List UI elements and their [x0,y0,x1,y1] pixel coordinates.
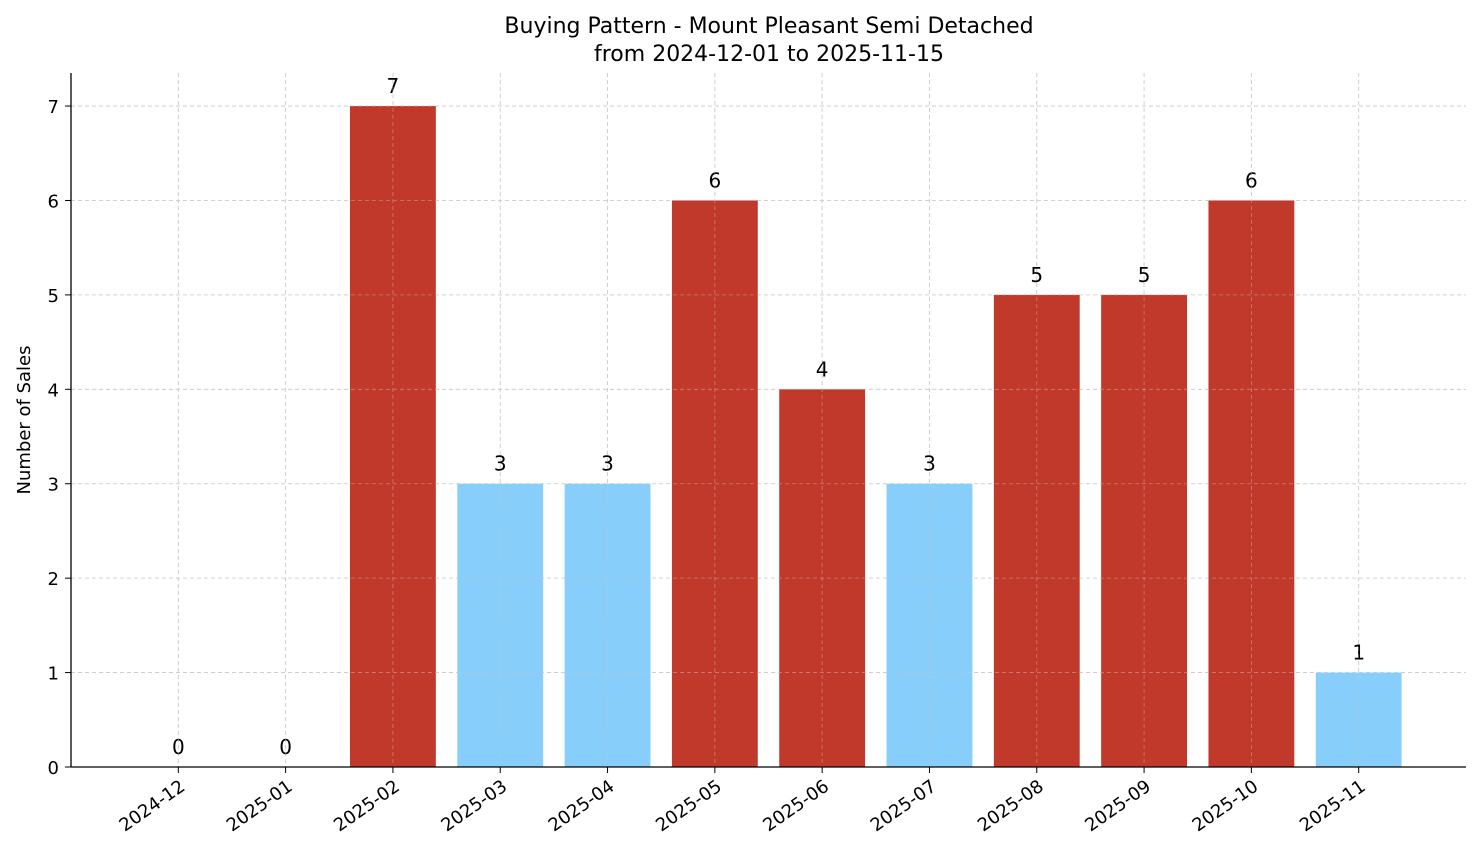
y-tick-label: 4 [48,380,59,401]
data-label: 7 [387,74,400,98]
x-tick-label: 2025-06 [759,776,833,836]
x-tick-label: 2025-05 [652,776,726,836]
x-tick-label: 2025-10 [1189,776,1263,836]
data-label: 1 [1352,641,1365,665]
data-label: 5 [1138,263,1151,287]
data-label: 3 [494,452,507,476]
y-tick-label: 2 [48,569,59,590]
data-label: 3 [923,452,936,476]
data-label: 3 [601,452,614,476]
y-tick-label: 0 [48,758,59,779]
y-tick-label: 1 [48,664,59,685]
y-tick-label: 5 [48,286,59,307]
x-tick-label: 2025-07 [867,776,941,836]
bars [350,106,1402,768]
y-tick-label: 6 [48,191,59,212]
data-label: 5 [1030,263,1043,287]
x-tick-label: 2025-01 [223,776,297,836]
x-tick-label: 2025-02 [330,776,404,836]
y-tick-label: 3 [48,475,59,496]
bar-2025-02 [350,106,436,768]
chart-subtitle: from 2024-12-01 to 2025-11-15 [594,42,944,67]
x-tick-label: 2024-12 [116,776,190,836]
y-tick-label: 7 [48,97,59,118]
x-tick-label: 2025-11 [1296,776,1370,836]
x-tick-label: 2025-09 [1081,776,1155,836]
x-tick-label: 2025-03 [437,776,511,836]
x-tick-label: 2025-08 [974,776,1048,836]
chart-title: Buying Pattern - Mount Pleasant Semi Det… [504,14,1033,39]
y-axis-label: Number of Sales [14,345,35,494]
x-tick-label: 2025-04 [545,776,619,836]
